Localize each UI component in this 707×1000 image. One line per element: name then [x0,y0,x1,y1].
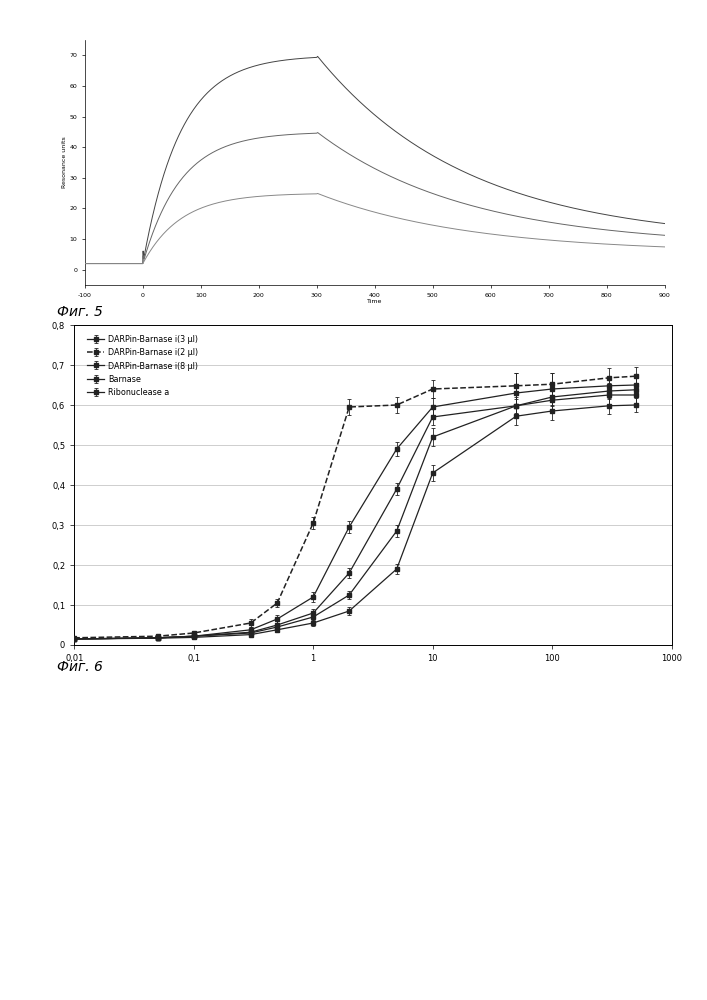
Legend: DARPin-Barnase i(3 μl), DARPin-Barnase i(2 μl), DARPin-Barnase i(8 μl), Barnase,: DARPin-Barnase i(3 μl), DARPin-Barnase i… [84,332,201,400]
Text: Фиг. 5: Фиг. 5 [57,305,103,319]
Text: Фиг. 6: Фиг. 6 [57,660,103,674]
X-axis label: Time: Time [367,299,382,304]
Y-axis label: Resonance units: Resonance units [62,137,66,188]
Legend: darpin_barnase (1), darpin_barnase (2), darpin_barnase (3): darpin_barnase (1), darpin_barnase (2), … [253,342,496,353]
